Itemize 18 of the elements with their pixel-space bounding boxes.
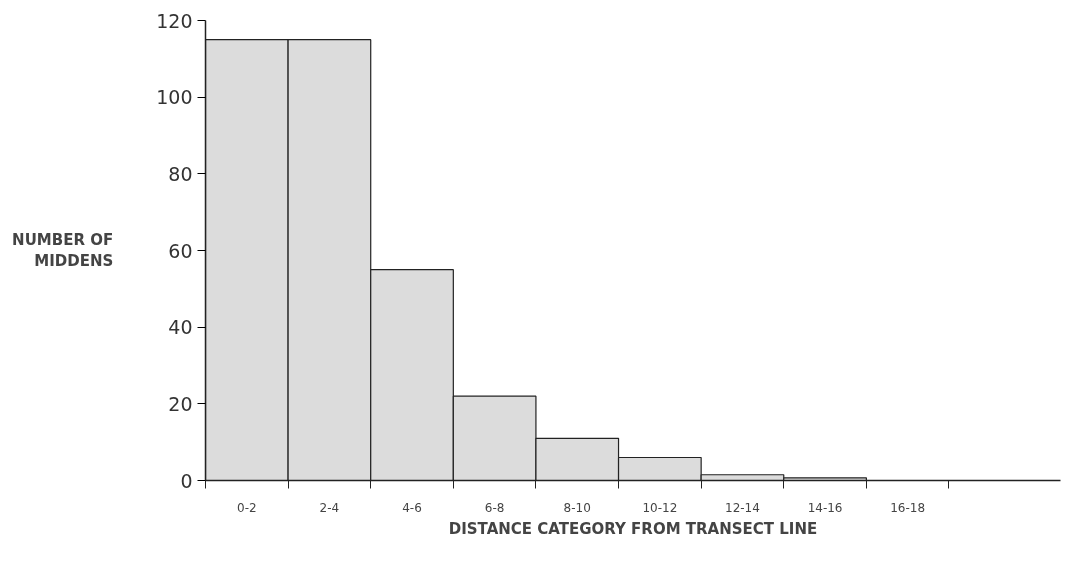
- y-tick-label: 120: [156, 9, 193, 32]
- x-tick-label: 14-16: [807, 500, 843, 515]
- x-tick-label: 16-18: [890, 500, 926, 515]
- x-axis-title: DISTANCE CATEGORY FROM TRANSECT LINE: [448, 519, 818, 538]
- y-tick-label: 100: [156, 86, 193, 109]
- x-tick-label: 8-10: [563, 500, 591, 515]
- x-tick-label: 10-12: [642, 500, 678, 515]
- y-tick-label: 80: [168, 162, 193, 185]
- y-axis-title: NUMBER OF MIDDENS: [12, 230, 114, 271]
- x-tick-label: 4-6: [402, 500, 422, 515]
- y-tick-label: 0: [180, 469, 193, 492]
- x-tick-label: 12-14: [725, 500, 760, 515]
- y-tick-label: 60: [168, 239, 193, 262]
- x-tick-label: 2-4: [319, 500, 340, 515]
- x-tick-label: 0-2: [237, 500, 257, 515]
- y-tick-label: 40: [168, 316, 193, 339]
- y-tick-label: 20: [168, 392, 193, 415]
- x-tick-label: 6-8: [484, 500, 505, 515]
